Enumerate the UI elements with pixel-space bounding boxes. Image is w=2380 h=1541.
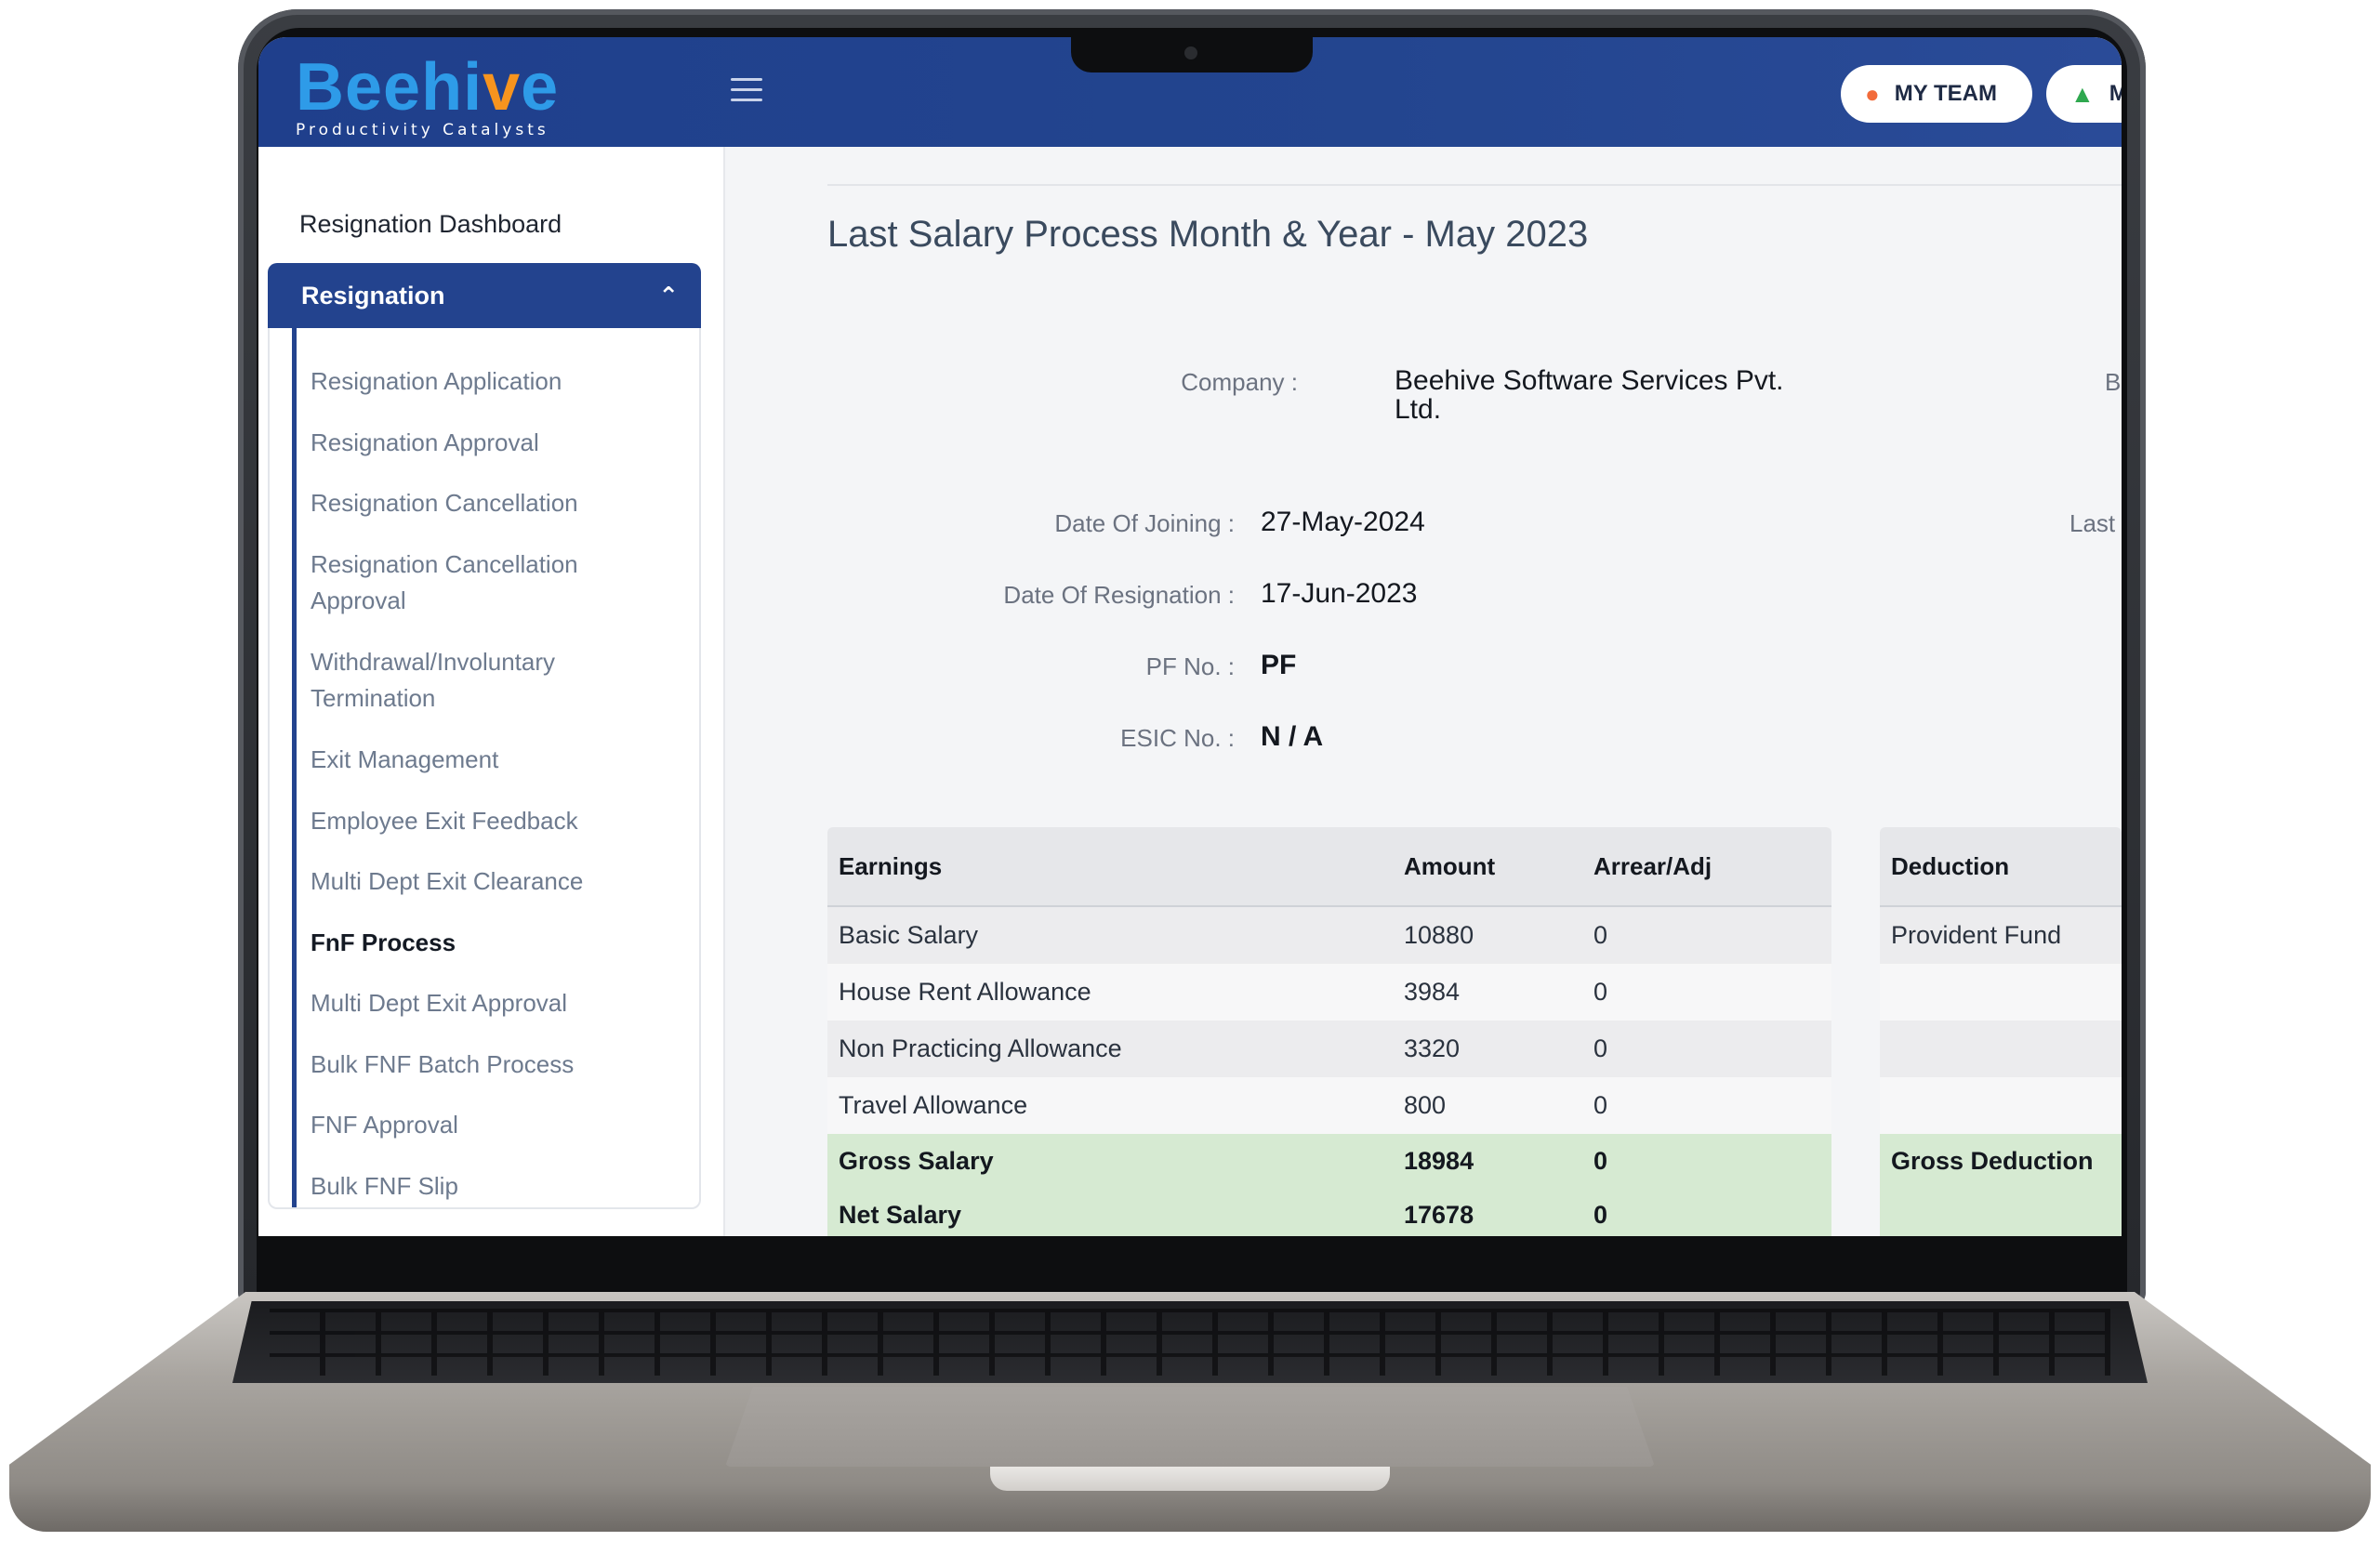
team-icon: ● [1865,79,1880,108]
earning-name: Non Practicing Allowance [839,1034,1122,1062]
main-content: Last Salary Process Month & Year - May 2… [725,147,2122,1236]
deductions-table: Deduction Provident Fund Gross Deduction [1880,827,2122,1236]
table-row: Non Practicing Allowance 3320 0 [827,1021,1831,1077]
user-icon: ▲ [2070,79,2095,108]
earning-name: Travel Allowance [839,1091,1028,1119]
my-team-label: MY TEAM [1894,81,1997,106]
deduction-header: Deduction [1891,851,2010,880]
table-row: Basic Salary 10880 0 [827,907,1831,964]
table-row: Travel Allowance 800 0 [827,1077,1831,1134]
laptop-base-notch [990,1467,1390,1491]
sidebar-item-fnf-process[interactable]: FnF Process [311,929,456,956]
earning-amount: 800 [1404,1091,1447,1119]
earning-amount: 3984 [1404,978,1461,1006]
sidebar-item-resignation-dashboard[interactable]: Resignation Dashboard [299,210,562,238]
gross-deduction-label: Gross Deduction [1891,1146,2094,1175]
sidebar-submenu [268,328,701,1209]
sidebar-item-bulk-fnf-slip[interactable]: Bulk FNF Slip [311,1172,458,1200]
earnings-header: Earnings [839,851,943,880]
company-value: Beehive Software Services Pvt. Ltd. [1395,365,1784,425]
table-row [1880,1077,2122,1134]
earning-amount: 10880 [1404,921,1474,949]
table-row [1880,1188,2122,1236]
date-of-resignation-value: 17-Jun-2023 [1261,578,1418,609]
camera-icon [1184,46,1197,59]
truncated-label: B [2105,368,2122,396]
gross-salary-arrear: 0 [1593,1146,1608,1175]
net-salary-amount: 17678 [1404,1200,1474,1229]
sidebar-item-resignation-approval[interactable]: Resignation Approval [311,428,539,456]
earning-name: House Rent Allowance [839,978,1091,1006]
sidebar-item-employee-exit-feedback[interactable]: Employee Exit Feedback [311,807,578,835]
earning-arrear: 0 [1593,921,1608,949]
sidebar-section-label: Resignation [301,281,445,310]
my-profile-label: M [2109,81,2122,106]
net-salary-arrear: 0 [1593,1200,1608,1229]
sidebar-item-resignation-cancellation-approval[interactable]: Resignation Cancellation Approval [311,550,578,614]
gross-deduction-row: Gross Deduction [1880,1134,2122,1188]
logo-tagline: Productivity Catalysts [296,121,549,139]
sidebar-item-withdrawal-termination[interactable]: Withdrawal/Involuntary Termination [311,648,555,712]
earning-name: Basic Salary [839,921,979,949]
laptop-keyboard [232,1301,2148,1383]
company-label: Company : [1181,368,1298,396]
page-title: Last Salary Process Month & Year - May 2… [827,214,1589,255]
earnings-table: Earnings Amount Arrear/Adj Basic Salary … [827,827,1831,1236]
gross-salary-amount: 18984 [1404,1146,1474,1175]
net-salary-label: Net Salary [839,1200,962,1229]
hamburger-menu-icon[interactable] [731,78,762,104]
sidebar-item-multi-dept-exit-clearance[interactable]: Multi Dept Exit Clearance [311,867,584,895]
chevron-up-icon[interactable]: ⌃ [658,281,679,310]
gross-salary-label: Gross Salary [839,1146,994,1175]
deductions-table-header: Deduction [1880,827,2122,907]
date-of-joining-value: 27-May-2024 [1261,507,1425,537]
date-of-joining-label: Date Of Joining : [1054,509,1235,537]
earning-arrear: 0 [1593,1034,1608,1062]
earning-amount: 3320 [1404,1034,1461,1062]
table-row [1880,964,2122,1021]
earning-arrear: 0 [1593,978,1608,1006]
divider [827,184,2122,186]
sidebar-item-multi-dept-exit-approval[interactable]: Multi Dept Exit Approval [311,989,568,1017]
sidebar: Resignation Dashboard Resignation ⌃ Resi… [258,147,725,1236]
esic-number-value: N / A [1261,721,1324,752]
sidebar-item-bulk-fnf-batch-process[interactable]: Bulk FNF Batch Process [311,1050,575,1078]
arrear-adj-header: Arrear/Adj [1593,851,1712,880]
logo-wordmark: Beehive [296,50,560,125]
gross-salary-row: Gross Salary 18984 0 [827,1134,1831,1188]
pf-number-value: PF [1261,650,1297,680]
sidebar-item-fnf-approval[interactable]: FNF Approval [311,1111,458,1139]
sidebar-item-resignation-cancellation[interactable]: Resignation Cancellation [311,489,578,517]
table-row: Provident Fund [1880,907,2122,964]
my-team-button[interactable]: ● MY TEAM [1841,65,2032,123]
net-salary-row: Net Salary 17678 0 [827,1188,1831,1236]
amount-header: Amount [1404,851,1496,880]
pf-number-label: PF No. : [1145,652,1235,680]
earning-arrear: 0 [1593,1091,1608,1119]
earnings-table-header: Earnings Amount Arrear/Adj [827,827,1831,907]
laptop-trackpad [725,1387,1655,1467]
table-row [1880,1021,2122,1077]
app-screen: Beehive Productivity Catalysts ● MY TEAM… [258,37,2122,1236]
date-of-resignation-label: Date Of Resignation : [1003,581,1235,609]
sidebar-section-resignation[interactable]: Resignation ⌃ [268,263,701,328]
truncated-label-last: Last [2069,509,2116,537]
esic-number-label: ESIC No. : [1120,724,1235,752]
my-profile-button[interactable]: ▲ M [2046,65,2122,123]
table-row: House Rent Allowance 3984 0 [827,964,1831,1021]
beehive-logo[interactable]: Beehive Productivity Catalysts [296,52,593,145]
sidebar-item-resignation-application[interactable]: Resignation Application [311,367,562,395]
sidebar-item-exit-management[interactable]: Exit Management [311,745,499,773]
deduction-name: Provident Fund [1891,921,2062,949]
